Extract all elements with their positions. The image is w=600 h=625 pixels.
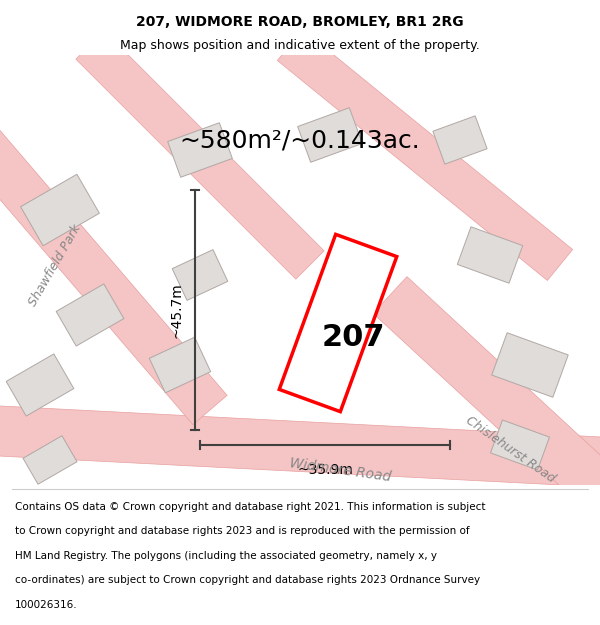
Polygon shape [277, 29, 572, 281]
Text: 207: 207 [321, 324, 385, 352]
Text: Map shows position and indicative extent of the property.: Map shows position and indicative extent… [120, 39, 480, 51]
Polygon shape [457, 227, 523, 283]
Polygon shape [279, 234, 397, 412]
Text: ~580m²/~0.143ac.: ~580m²/~0.143ac. [179, 128, 421, 152]
Text: 100026316.: 100026316. [15, 600, 77, 610]
Text: Widmore Road: Widmore Road [289, 456, 392, 484]
Text: Chislehurst Road: Chislehurst Road [463, 414, 557, 485]
Polygon shape [433, 116, 487, 164]
Polygon shape [0, 116, 227, 424]
Polygon shape [149, 338, 211, 392]
Polygon shape [298, 107, 362, 162]
Text: to Crown copyright and database rights 2023 and is reproduced with the permissio: to Crown copyright and database rights 2… [15, 526, 470, 536]
Polygon shape [76, 31, 324, 279]
Text: ~35.9m: ~35.9m [297, 463, 353, 477]
Polygon shape [23, 436, 77, 484]
Text: ~45.7m: ~45.7m [169, 282, 183, 338]
Text: Shawfield Park: Shawfield Park [26, 222, 83, 308]
Polygon shape [56, 284, 124, 346]
Text: co-ordinates) are subject to Crown copyright and database rights 2023 Ordnance S: co-ordinates) are subject to Crown copyr… [15, 575, 480, 585]
Polygon shape [20, 174, 100, 246]
Polygon shape [6, 354, 74, 416]
Text: 207, WIDMORE ROAD, BROMLEY, BR1 2RG: 207, WIDMORE ROAD, BROMLEY, BR1 2RG [136, 16, 464, 29]
Polygon shape [172, 249, 228, 301]
Polygon shape [492, 332, 568, 398]
Polygon shape [491, 420, 550, 470]
Polygon shape [373, 277, 600, 553]
Polygon shape [167, 122, 232, 177]
Text: Contains OS data © Crown copyright and database right 2021. This information is : Contains OS data © Crown copyright and d… [15, 502, 485, 512]
Polygon shape [0, 405, 600, 488]
Text: HM Land Registry. The polygons (including the associated geometry, namely x, y: HM Land Registry. The polygons (includin… [15, 551, 437, 561]
